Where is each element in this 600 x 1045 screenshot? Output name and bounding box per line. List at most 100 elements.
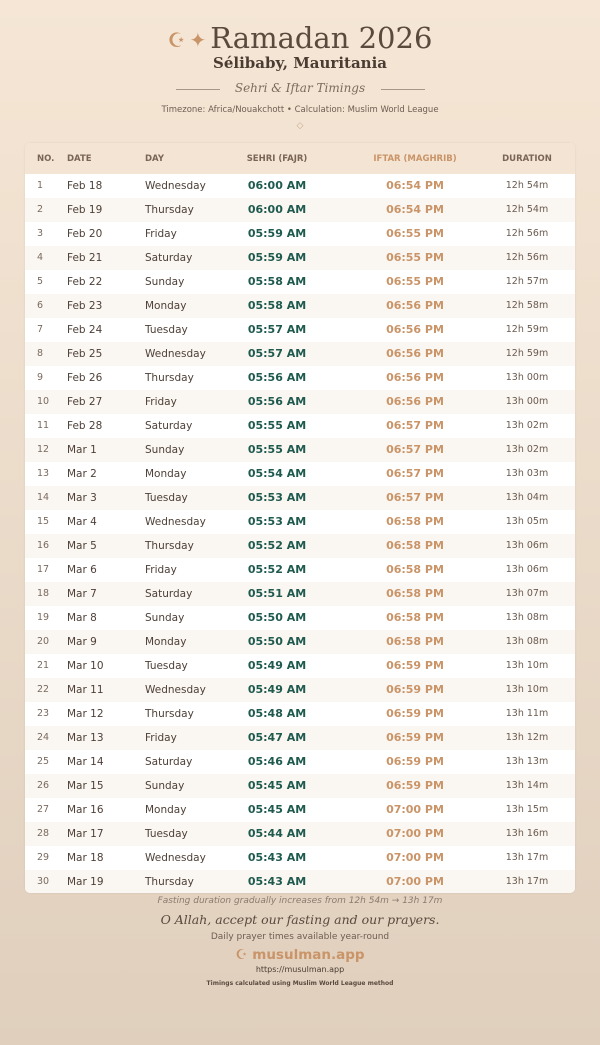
dua-text: O Allah, accept our fasting and our pray…	[160, 912, 440, 927]
row-sehri: 05:58 AM	[247, 299, 307, 312]
table-body: 1 Feb 18 Wednesday 06:00 AM 06:54 PM 12h 54m 2…	[25, 174, 575, 893]
row-no: 25	[37, 756, 50, 767]
table-row: 15 Mar 4 Wednesday 05:53 AM 06:58 PM 13h 05m	[25, 510, 575, 534]
row-day: Monday	[145, 300, 187, 312]
table-row: 13 Mar 2 Monday 05:54 AM 06:57 PM 13h 03m	[25, 462, 575, 486]
row-day: Sunday	[145, 612, 185, 624]
row-day: Friday	[145, 564, 177, 576]
table-row: 17 Mar 6 Friday 05:52 AM 06:58 PM 13h 06m	[25, 558, 575, 582]
row-date: Feb 20	[67, 228, 103, 240]
row-date: Mar 14	[67, 756, 104, 768]
timings-table: NO. DATE DAY SEHRI (FAJR) IFTAR (MAGHRIB…	[25, 143, 575, 893]
row-no: 3	[37, 228, 44, 239]
row-date: Feb 21	[67, 252, 103, 264]
row-sehri: 05:53 AM	[247, 515, 307, 528]
row-date: Feb 18	[67, 180, 103, 192]
row-sehri: 05:59 AM	[247, 227, 307, 240]
row-day: Friday	[145, 396, 177, 408]
row-no: 13	[37, 468, 50, 479]
row-duration: 13h 08m	[505, 636, 549, 647]
row-sehri: 05:50 AM	[247, 611, 307, 624]
row-iftar: 06:55 PM	[386, 251, 444, 264]
row-day: Saturday	[145, 252, 193, 264]
row-iftar: 06:58 PM	[386, 515, 444, 528]
row-date: Mar 13	[67, 732, 104, 744]
row-duration: 12h 58m	[505, 300, 549, 311]
row-no: 26	[37, 780, 50, 791]
row-no: 2	[37, 204, 44, 215]
row-no: 27	[37, 804, 50, 815]
row-day: Tuesday	[145, 492, 188, 504]
row-day: Tuesday	[145, 324, 188, 336]
row-iftar: 06:57 PM	[386, 419, 444, 432]
row-date: Feb 22	[67, 276, 103, 288]
method-note: Timings calculated using Muslim World Le…	[206, 980, 394, 987]
row-no: 4	[37, 252, 44, 263]
row-day: Wednesday	[145, 852, 206, 864]
row-no: 8	[37, 348, 44, 359]
row-duration: 13h 03m	[505, 468, 549, 479]
row-day: Tuesday	[145, 660, 188, 672]
row-date: Mar 1	[67, 444, 97, 456]
row-no: 7	[37, 324, 44, 335]
table-row: 24 Mar 13 Friday 05:47 AM 06:59 PM 13h 12m	[25, 726, 575, 750]
row-day: Friday	[145, 228, 177, 240]
row-date: Mar 15	[67, 780, 104, 792]
row-day: Wednesday	[145, 516, 206, 528]
table-row: 22 Mar 11 Wednesday 05:49 AM 06:59 PM 13h 10m	[25, 678, 575, 702]
row-duration: 13h 16m	[505, 828, 549, 839]
col-no: NO.	[37, 154, 55, 164]
table-row: 7 Feb 24 Tuesday 05:57 AM 06:56 PM 12h 59m	[25, 318, 575, 342]
row-sehri: 05:47 AM	[247, 731, 307, 744]
row-day: Thursday	[145, 708, 194, 720]
row-sehri: 05:50 AM	[247, 635, 307, 648]
row-iftar: 07:00 PM	[386, 875, 444, 888]
table-row: 11 Feb 28 Saturday 05:55 AM 06:57 PM 13h 02m	[25, 414, 575, 438]
row-no: 16	[37, 540, 50, 551]
row-day: Thursday	[145, 540, 194, 552]
row-iftar: 06:55 PM	[386, 275, 444, 288]
row-iftar: 06:54 PM	[386, 179, 444, 192]
row-no: 19	[37, 612, 50, 623]
row-duration: 13h 10m	[505, 684, 549, 695]
row-day: Monday	[145, 804, 187, 816]
row-iftar: 06:55 PM	[386, 227, 444, 240]
row-no: 22	[37, 684, 50, 695]
row-iftar: 06:58 PM	[386, 611, 444, 624]
row-date: Feb 27	[67, 396, 103, 408]
site-url[interactable]: https://musulman.app	[255, 965, 345, 974]
row-iftar: 06:54 PM	[386, 203, 444, 216]
row-sehri: 05:55 AM	[247, 419, 307, 432]
row-date: Feb 23	[67, 300, 103, 312]
row-duration: 12h 54m	[505, 204, 549, 215]
row-iftar: 06:59 PM	[386, 707, 444, 720]
row-date: Mar 9	[67, 636, 97, 648]
row-day: Wednesday	[145, 348, 206, 360]
row-date: Mar 19	[67, 876, 104, 888]
brand-link[interactable]: ☪ musulman.app	[0, 947, 600, 964]
row-day: Wednesday	[145, 180, 206, 192]
table-row: 28 Mar 17 Tuesday 05:44 AM 07:00 PM 13h 16m	[25, 822, 575, 846]
table-row: 6 Feb 23 Monday 05:58 AM 06:56 PM 12h 58m	[25, 294, 575, 318]
table-row: 27 Mar 16 Monday 05:45 AM 07:00 PM 13h 15m	[25, 798, 575, 822]
diamond-icon: ◇	[296, 121, 304, 131]
row-day: Tuesday	[145, 828, 188, 840]
table-row: 3 Feb 20 Friday 05:59 AM 06:55 PM 12h 56m	[25, 222, 575, 246]
row-iftar: 06:58 PM	[386, 563, 444, 576]
row-duration: 13h 05m	[505, 516, 549, 527]
row-sehri: 05:44 AM	[247, 827, 307, 840]
row-day: Sunday	[145, 780, 185, 792]
table-row: 29 Mar 18 Wednesday 05:43 AM 07:00 PM 13h 17m	[25, 846, 575, 870]
row-no: 24	[37, 732, 50, 743]
row-duration: 13h 02m	[505, 444, 549, 455]
table-row: 14 Mar 3 Tuesday 05:53 AM 06:57 PM 13h 04m	[25, 486, 575, 510]
row-no: 6	[37, 300, 44, 311]
row-iftar: 07:00 PM	[386, 827, 444, 840]
row-no: 17	[37, 564, 50, 575]
crescent-icon: ☪	[167, 28, 186, 52]
row-duration: 13h 02m	[505, 420, 549, 431]
row-no: 20	[37, 636, 50, 647]
row-no: 28	[37, 828, 50, 839]
row-day: Saturday	[145, 588, 193, 600]
crescent-icon: ☪	[235, 947, 253, 963]
